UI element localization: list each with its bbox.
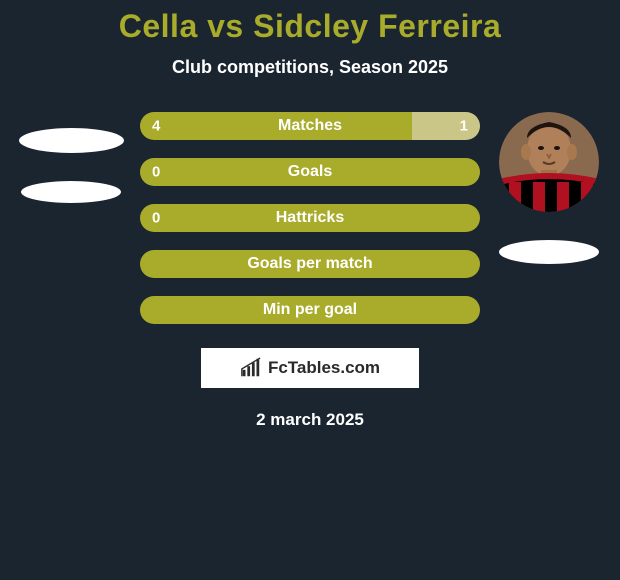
page-title: Cella vs Sidcley Ferreira bbox=[0, 8, 620, 45]
bar-label: Goals bbox=[288, 163, 332, 181]
stat-row-goals-per-match: Goals per match bbox=[140, 250, 480, 278]
player-right-name-pill bbox=[499, 240, 599, 264]
stat-row-hattricks: Hattricks 0 bbox=[140, 204, 480, 232]
stat-row-matches: Matches 4 1 bbox=[140, 112, 480, 140]
comparison-zone: Matches 4 1 Goals 0 Hattricks 0 Goals per match… bbox=[0, 112, 620, 324]
brand-text: FcTables.com bbox=[268, 358, 380, 378]
player-right-avatar bbox=[499, 112, 599, 212]
bar-value-left: 4 bbox=[152, 118, 160, 135]
brand-watermark: FcTables.com bbox=[201, 348, 419, 388]
infographic-container: Cella vs Sidcley Ferreira Club competiti… bbox=[0, 0, 620, 430]
player-left-avatar-placeholder bbox=[19, 128, 124, 153]
bar-label: Matches bbox=[278, 117, 342, 135]
stat-row-goals: Goals 0 bbox=[140, 158, 480, 186]
bar-value-left: 0 bbox=[152, 164, 160, 181]
bar-chart-icon bbox=[240, 357, 262, 379]
avatar-photo-icon bbox=[499, 112, 599, 212]
subtitle: Club competitions, Season 2025 bbox=[0, 57, 620, 78]
player-left-column bbox=[16, 112, 126, 203]
bar-label: Hattricks bbox=[276, 209, 344, 227]
bar-value-right: 1 bbox=[460, 118, 468, 135]
bar-label: Goals per match bbox=[247, 255, 372, 273]
player-left-name-pill bbox=[21, 181, 121, 203]
bar-segment-left bbox=[140, 112, 412, 140]
stat-bars: Matches 4 1 Goals 0 Hattricks 0 Goals per match… bbox=[140, 112, 480, 324]
bar-label: Min per goal bbox=[263, 301, 357, 319]
player-right-column bbox=[494, 112, 604, 264]
stat-row-min-per-goal: Min per goal bbox=[140, 296, 480, 324]
date-text: 2 march 2025 bbox=[0, 410, 620, 430]
bar-segment-right bbox=[412, 112, 480, 140]
bar-value-left: 0 bbox=[152, 210, 160, 227]
